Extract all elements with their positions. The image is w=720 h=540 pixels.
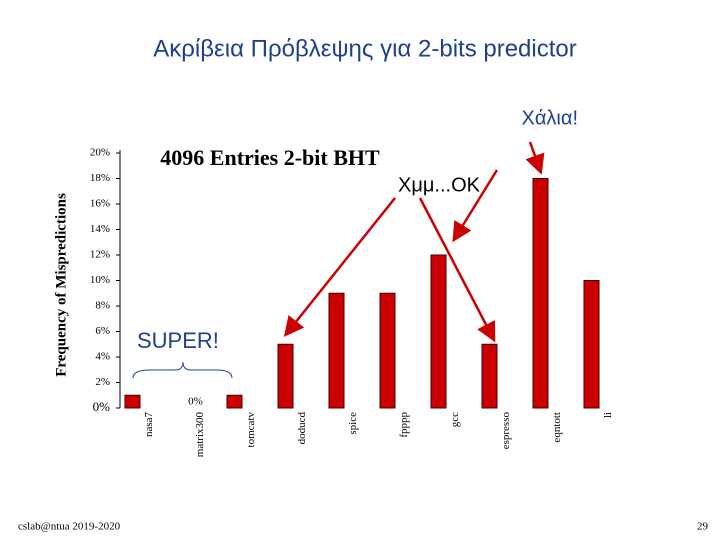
x-tick-label: fpppp: [398, 412, 410, 438]
y-tick-label: 2%: [95, 376, 110, 388]
bar: [430, 254, 447, 409]
bar: [226, 394, 243, 409]
bar: [277, 343, 294, 409]
slide-title: Ακρίβεια Πρόβλεψης για 2-bits predictor: [153, 35, 577, 62]
x-tick-label: tomcatv: [245, 412, 257, 448]
footer: cslab@ntua 2019-2020: [18, 521, 121, 533]
y-axis-label: Frequency of Mispredictions: [53, 193, 69, 377]
y-tick-label: 12%: [90, 249, 110, 261]
x-tick-label: eqntott: [551, 412, 563, 443]
y-tick-label: 20%: [90, 147, 110, 159]
bracket: [132, 361, 233, 379]
bar: [379, 292, 396, 409]
page-number: 29: [697, 521, 709, 533]
y-tick-label: 16%: [90, 198, 110, 210]
bar: [124, 394, 141, 409]
x-tick-label: espresso: [500, 412, 512, 450]
x-tick-label: spice: [347, 412, 359, 435]
annotation: Χάλια!: [522, 107, 578, 129]
y-tick-label: 6%: [95, 325, 110, 337]
annotation: Χμμ...OK: [398, 174, 481, 196]
x-tick-label: doducd: [296, 412, 308, 445]
data-label: 0%: [188, 396, 203, 408]
x-tick-label: matrix300: [194, 412, 206, 458]
x-tick-label: gcc: [449, 412, 461, 427]
y-tick-label: 0%: [93, 399, 111, 414]
annotation: SUPER!: [137, 328, 219, 353]
bar: [481, 343, 498, 409]
y-tick-label: 14%: [90, 223, 110, 235]
y-tick-label: 18%: [90, 172, 110, 184]
bar: [328, 292, 345, 409]
y-tick-label: 4%: [95, 351, 110, 363]
y-tick-label: 10%: [90, 274, 110, 286]
chart-subtitle: 4096 Entries 2-bit BHT: [160, 145, 380, 170]
x-tick-label: li: [602, 412, 614, 418]
x-tick-label: nasa7: [143, 412, 155, 438]
bar: [532, 178, 549, 409]
arrows: [283, 141, 545, 343]
y-tick-label: 8%: [95, 300, 110, 312]
bar: [583, 280, 600, 409]
